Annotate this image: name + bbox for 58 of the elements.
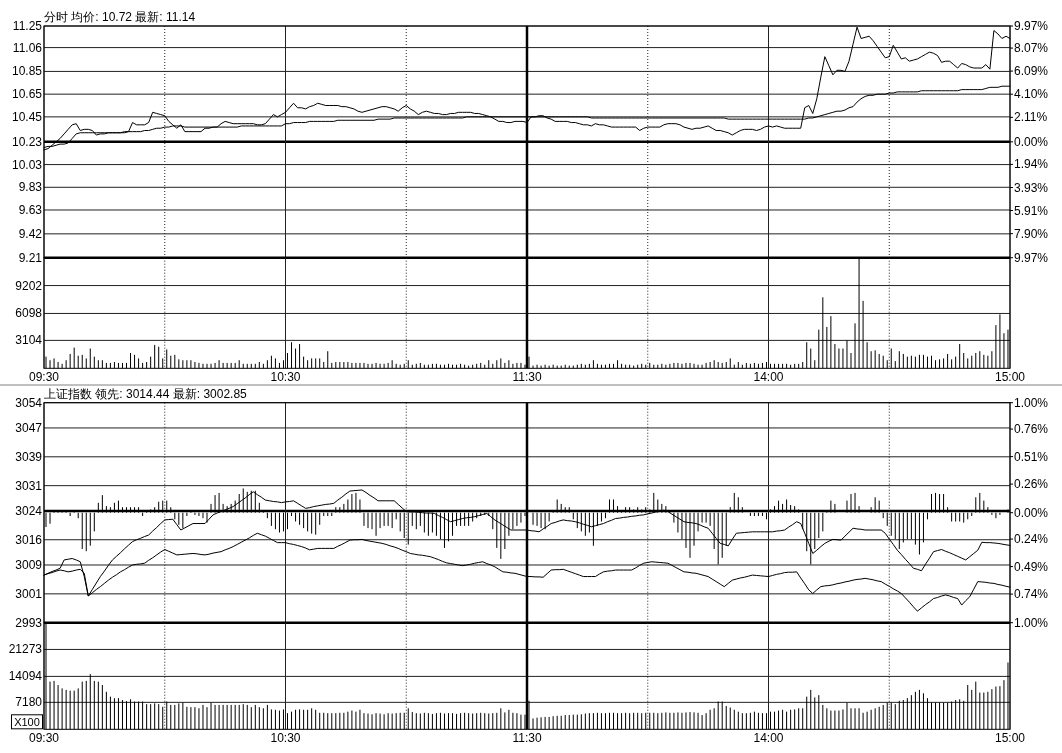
y-tick-label: 9202 bbox=[15, 278, 43, 293]
y-tick-label: 3039 bbox=[15, 449, 43, 464]
y2-tick-label: 4.10% bbox=[1014, 87, 1049, 102]
y-tick-label: 6098 bbox=[15, 306, 43, 321]
y2-tick-label: 8.07% bbox=[1014, 41, 1049, 56]
y-tick-label: 9.83 bbox=[18, 180, 43, 195]
y-tick-label: 3104 bbox=[15, 333, 43, 348]
y2-tick-label: 3.93% bbox=[1014, 180, 1049, 195]
y2-tick-label: 1.00% bbox=[1014, 615, 1049, 630]
y-tick-label: 3001 bbox=[15, 586, 43, 601]
y-tick-label: 3047 bbox=[15, 420, 43, 435]
y2-tick-label: 0.49% bbox=[1014, 559, 1049, 574]
y-tick-label: 10.45 bbox=[11, 109, 43, 124]
y2-tick-label: 0.26% bbox=[1014, 477, 1049, 492]
y-tick-label: 9.21 bbox=[18, 250, 43, 265]
y-tick-label: 10.85 bbox=[11, 64, 43, 79]
y-tick-label: 3024 bbox=[15, 503, 43, 518]
x-tick-label: 11:30 bbox=[512, 369, 542, 384]
y2-tick-label: 9.97% bbox=[1014, 250, 1049, 265]
y2-tick-label: 0.74% bbox=[1014, 587, 1049, 602]
x-tick-label: 15:00 bbox=[994, 369, 1026, 384]
y2-tick-label: 0.51% bbox=[1014, 449, 1049, 464]
x-tick-label: 14:00 bbox=[753, 730, 784, 745]
y-tick-label: 3009 bbox=[15, 558, 43, 572]
y-tick-label: 10.03 bbox=[11, 157, 43, 172]
y2-tick-label: 9.97% bbox=[1014, 19, 1049, 33]
x-tick-label: 14:00 bbox=[753, 369, 784, 384]
y-tick-label: 9.63 bbox=[18, 203, 43, 217]
y2-tick-label: 0.00% bbox=[1014, 134, 1049, 149]
y2-tick-label: 2.11% bbox=[1014, 110, 1048, 125]
y-tick-label: 11.06 bbox=[12, 40, 43, 55]
x-tick-label: 10:30 bbox=[270, 369, 301, 384]
chart-title: 上证指数 领先: 3014.44 最新: 3002.85 bbox=[44, 386, 248, 401]
chart-title: 分时 均价: 10.72 最新: 11.14 bbox=[44, 10, 196, 24]
y2-tick-label: 0.24% bbox=[1014, 532, 1049, 547]
y2-tick-label: 1.94% bbox=[1014, 157, 1049, 172]
y-tick-label: 3031 bbox=[15, 478, 43, 493]
y2-tick-label: 0.76% bbox=[1014, 422, 1049, 437]
y-tick-label: 11.25 bbox=[12, 19, 43, 33]
x-tick-label: 10:30 bbox=[270, 730, 301, 745]
y2-tick-label: 7.90% bbox=[1014, 226, 1049, 241]
y-tick-label: 7180 bbox=[15, 695, 43, 710]
y-tick-label: 3016 bbox=[15, 532, 43, 547]
x-tick-label: 09:30 bbox=[28, 369, 60, 384]
x-tick-label: 15:00 bbox=[994, 730, 1026, 745]
y-tick-label: 14094 bbox=[8, 669, 43, 684]
y-tick-label: 10.65 bbox=[11, 87, 43, 102]
y-tick-label: 9.42 bbox=[18, 226, 43, 241]
y-tick-label: 21273 bbox=[8, 642, 43, 657]
y-tick-label: 3054 bbox=[15, 395, 43, 410]
y-tick-label: 2993 bbox=[15, 615, 43, 630]
x-tick-label: 09:30 bbox=[28, 730, 60, 745]
x-tick-label: 11:30 bbox=[512, 730, 542, 745]
y2-tick-label: 6.09% bbox=[1014, 64, 1049, 79]
y2-tick-label: 1.00% bbox=[1014, 395, 1049, 410]
y-tick-label: 10.23 bbox=[11, 134, 43, 149]
y2-tick-label: 5.91% bbox=[1014, 203, 1049, 218]
y2-tick-label: 0.00% bbox=[1014, 505, 1049, 520]
